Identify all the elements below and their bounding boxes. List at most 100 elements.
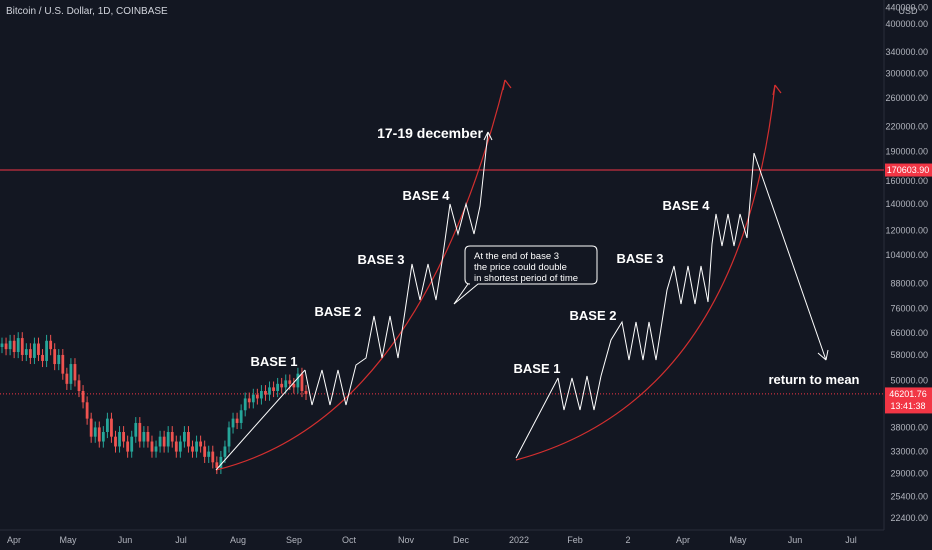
candle-body [77, 380, 81, 391]
candle-body [158, 436, 162, 447]
candle-body [134, 422, 138, 437]
right-parabolic-curve [515, 84, 776, 461]
candle-body [114, 436, 117, 447]
x-tick-label: May [59, 535, 77, 545]
candle-body [20, 338, 24, 355]
candle-body [304, 390, 308, 394]
candle-body [268, 387, 271, 395]
candle-body [24, 349, 28, 355]
candle-body [49, 340, 53, 350]
candle-body [33, 343, 36, 358]
time-axis[interactable]: Apr May Jun Jul Aug Sep Oct Nov Dec 2022 Feb 2 Apr Ma… [7, 535, 857, 545]
y-tick-label: 22400.00 [890, 513, 928, 523]
x-tick-label: Feb [567, 535, 583, 545]
candle-body [142, 431, 146, 442]
candle-body [61, 354, 65, 374]
candle-body [243, 398, 247, 411]
y-tick-label: 38000.00 [890, 422, 928, 432]
candle-body [4, 343, 8, 350]
candle-body [73, 364, 77, 381]
candle-body [105, 418, 109, 432]
candle-body [292, 383, 296, 388]
candle-body [272, 387, 275, 391]
candle-body [28, 349, 32, 358]
y-tick-label: 76000.00 [890, 304, 928, 314]
current-price-box [885, 387, 932, 414]
right-base-2-label: BASE 2 [570, 308, 617, 323]
candle-body [12, 340, 16, 353]
candle-body [187, 431, 190, 447]
x-tick-label: Apr [676, 535, 690, 545]
candle-body [195, 441, 198, 452]
left-base-1-label: BASE 1 [251, 354, 298, 369]
candle-body [227, 427, 231, 447]
y-tick-label: 440000.00 [885, 3, 928, 13]
candle-body [199, 441, 203, 447]
y-tick-label: 400000.00 [885, 19, 928, 29]
left-projection[interactable]: BASE 1 BASE 2 BASE 3 BASE 4 17-19 decemb… [215, 79, 512, 471]
left-base-4-label: BASE 4 [403, 188, 451, 203]
callout-line-2: the price could double [474, 262, 567, 273]
candle-body [239, 410, 243, 423]
x-tick-label: Jun [788, 535, 803, 545]
candle-body [288, 380, 292, 384]
candle-body [276, 383, 280, 391]
candle-body [264, 390, 267, 395]
return-line [753, 152, 827, 361]
left-trend-line [215, 369, 306, 471]
candle-body [231, 418, 235, 428]
x-tick-label: Dec [453, 535, 470, 545]
x-tick-label: Sep [286, 535, 302, 545]
candle-body [219, 456, 223, 468]
candle-body [65, 373, 69, 384]
right-zigzag-path [557, 152, 755, 411]
callout-box[interactable]: At the end of base 3 the price could dou… [453, 245, 598, 305]
candle-body [260, 390, 263, 399]
x-tick-label: Apr [7, 535, 21, 545]
candle-body [296, 373, 300, 388]
right-base-1-label: BASE 1 [514, 361, 561, 376]
y-tick-label: 50000.00 [890, 375, 928, 385]
return-arrowhead [817, 349, 829, 361]
callout-line-3: in shortest period of time [474, 273, 578, 284]
candle-body [251, 394, 255, 403]
callout-shape [453, 245, 598, 305]
left-zigzag-path [304, 131, 489, 406]
x-tick-label: May [729, 535, 747, 545]
candle-body [203, 446, 207, 457]
right-trend-line [515, 377, 559, 459]
x-tick-label: Jun [118, 535, 133, 545]
candle-body [170, 431, 174, 442]
price-level-label: 170603.90 [887, 165, 930, 175]
candle-body [300, 373, 304, 391]
candle-body [211, 451, 215, 463]
x-tick-label: Jul [175, 535, 187, 545]
price-axis[interactable]: 440000.00 400000.00 340000.00 300000.00 2600… [885, 3, 928, 523]
candle-body [122, 431, 125, 442]
candle-body [16, 338, 20, 353]
candle-body [118, 431, 121, 447]
right-base-3-label: BASE 3 [617, 251, 664, 266]
x-tick-label: Jul [845, 535, 857, 545]
candle-body [191, 446, 194, 452]
y-tick-label: 260000.00 [885, 93, 928, 103]
right-projection[interactable]: BASE 1 BASE 2 BASE 3 BASE 4 return to me… [514, 84, 860, 461]
candle-body [154, 446, 158, 452]
candle-body [183, 431, 186, 442]
candle-body [8, 340, 12, 350]
x-tick-label: Nov [398, 535, 415, 545]
candle-body [178, 441, 182, 452]
x-tick-label: Oct [342, 535, 357, 545]
target-date-label: 17-19 december [377, 125, 483, 141]
candle-body [138, 422, 142, 442]
x-tick-label: 2022 [509, 535, 529, 545]
candle-body [284, 380, 288, 388]
candle-body [150, 441, 154, 452]
candle-body [126, 441, 130, 452]
y-tick-label: 120000.00 [885, 225, 928, 235]
candle-body [85, 402, 89, 419]
candle-body [81, 390, 85, 403]
price-level-label-box [885, 163, 932, 177]
candle-body [166, 431, 170, 447]
